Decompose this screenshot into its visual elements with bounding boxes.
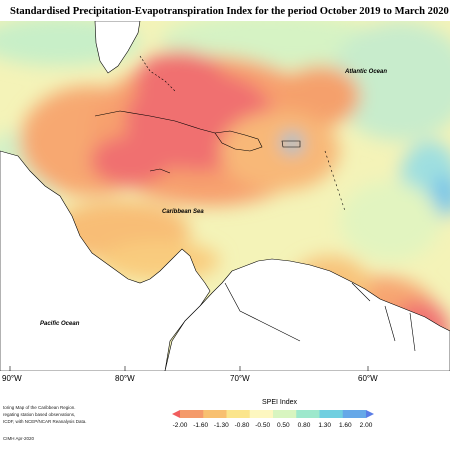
land-masses bbox=[0, 21, 450, 371]
legend-swatch-max bbox=[366, 410, 374, 418]
x-tick-60w: 60°W bbox=[358, 374, 378, 383]
legend-swatch bbox=[180, 410, 204, 418]
credit-text: CIMH Apr-2020 bbox=[3, 436, 35, 441]
legend-tick-label: -0.80 bbox=[234, 422, 250, 429]
map-title: Standardised Precipitation-Evapotranspir… bbox=[10, 6, 449, 17]
jamaica-outline bbox=[149, 168, 171, 174]
venezuela-border bbox=[224, 282, 301, 342]
note-line-2: regating station based observations, bbox=[3, 412, 76, 417]
bahamas-outline bbox=[139, 55, 176, 92]
legend-title: SPEI Index bbox=[262, 399, 298, 406]
legend-tick-label: 1.30 bbox=[318, 422, 331, 429]
axis-ticks bbox=[9, 366, 369, 371]
cuba-outline bbox=[94, 110, 216, 134]
legend-tick-label: 1.60 bbox=[339, 422, 352, 429]
legend-tick-label: 0.50 bbox=[277, 422, 290, 429]
legend-tick-label: -2.00 bbox=[172, 422, 188, 429]
x-tick-90w: 90°W bbox=[2, 374, 22, 383]
legend-color-bar bbox=[172, 410, 374, 418]
legend-swatch bbox=[203, 410, 227, 418]
caribbean-sea-label: Caribbean Sea bbox=[162, 209, 204, 215]
legend-swatch-min bbox=[172, 410, 180, 418]
south-america-land bbox=[164, 258, 450, 371]
legend-swatch bbox=[296, 410, 320, 418]
spei-map-canvas: Atlantic Ocean Caribbean Sea Pacific Oce… bbox=[0, 21, 450, 371]
x-tick-80w: 80°W bbox=[115, 374, 135, 383]
legend-swatch bbox=[226, 410, 251, 418]
spei-map: Atlantic Ocean Caribbean Sea Pacific Oce… bbox=[0, 21, 450, 371]
note-line-3: ICDF, with NCEP/NCAR Reanalysis Data. bbox=[3, 419, 87, 424]
x-tick-70w: 70°W bbox=[230, 374, 250, 383]
legend-tick-label: 0.80 bbox=[297, 422, 311, 429]
legend-tick-label: -0.50 bbox=[255, 422, 271, 429]
atlantic-ocean-label: Atlantic Ocean bbox=[344, 69, 387, 75]
hispaniola-outline bbox=[214, 130, 263, 152]
legend-swatch bbox=[249, 410, 274, 418]
legend-tick-label: -1.60 bbox=[193, 422, 209, 429]
island-outlines bbox=[94, 55, 416, 352]
puerto-rico-outline bbox=[281, 140, 301, 148]
note-line-1: toring Map of the Caribbean Region. bbox=[3, 405, 76, 410]
legend-swatch bbox=[342, 410, 367, 418]
legend-swatch bbox=[273, 410, 297, 418]
legend-tick-label: 2.00 bbox=[359, 422, 373, 429]
pacific-ocean-label: Pacific Ocean bbox=[40, 321, 80, 327]
guianas-borders bbox=[351, 282, 416, 352]
legend-tick-label: -1.30 bbox=[213, 422, 229, 429]
legend-swatch bbox=[319, 410, 344, 418]
lesser-antilles-outline bbox=[324, 150, 346, 212]
florida-land bbox=[94, 21, 141, 74]
